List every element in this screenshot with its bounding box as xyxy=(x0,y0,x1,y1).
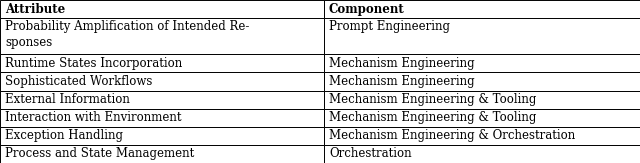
Text: Exception Handling: Exception Handling xyxy=(5,129,123,142)
Text: Mechanism Engineering & Tooling: Mechanism Engineering & Tooling xyxy=(329,93,536,106)
Bar xyxy=(0,54,324,72)
Text: Probability Amplification of Intended Re-
sponses: Probability Amplification of Intended Re… xyxy=(5,20,250,49)
Text: Mechanism Engineering & Tooling: Mechanism Engineering & Tooling xyxy=(329,111,536,124)
Bar xyxy=(324,72,640,91)
Bar xyxy=(0,145,324,163)
Bar xyxy=(324,109,640,127)
Text: Orchestration: Orchestration xyxy=(329,148,412,160)
Bar xyxy=(324,127,640,145)
Bar xyxy=(324,145,640,163)
Bar xyxy=(0,91,324,109)
Text: Prompt Engineering: Prompt Engineering xyxy=(329,20,450,33)
Bar xyxy=(0,18,324,54)
Text: Mechanism Engineering & Orchestration: Mechanism Engineering & Orchestration xyxy=(329,129,575,142)
Bar xyxy=(0,109,324,127)
Bar xyxy=(324,91,640,109)
Text: Process and State Management: Process and State Management xyxy=(5,148,195,160)
Bar xyxy=(324,54,640,72)
Text: Component: Component xyxy=(329,3,404,15)
Bar xyxy=(324,0,640,18)
Text: Sophisticated Workflows: Sophisticated Workflows xyxy=(5,75,152,88)
Text: Interaction with Environment: Interaction with Environment xyxy=(5,111,182,124)
Bar xyxy=(324,18,640,54)
Text: Mechanism Engineering: Mechanism Engineering xyxy=(329,75,475,88)
Text: External Information: External Information xyxy=(5,93,130,106)
Bar xyxy=(0,127,324,145)
Text: Mechanism Engineering: Mechanism Engineering xyxy=(329,57,475,70)
Text: Attribute: Attribute xyxy=(5,3,65,15)
Bar xyxy=(0,72,324,91)
Text: Runtime States Incorporation: Runtime States Incorporation xyxy=(5,57,182,70)
Bar xyxy=(0,0,324,18)
